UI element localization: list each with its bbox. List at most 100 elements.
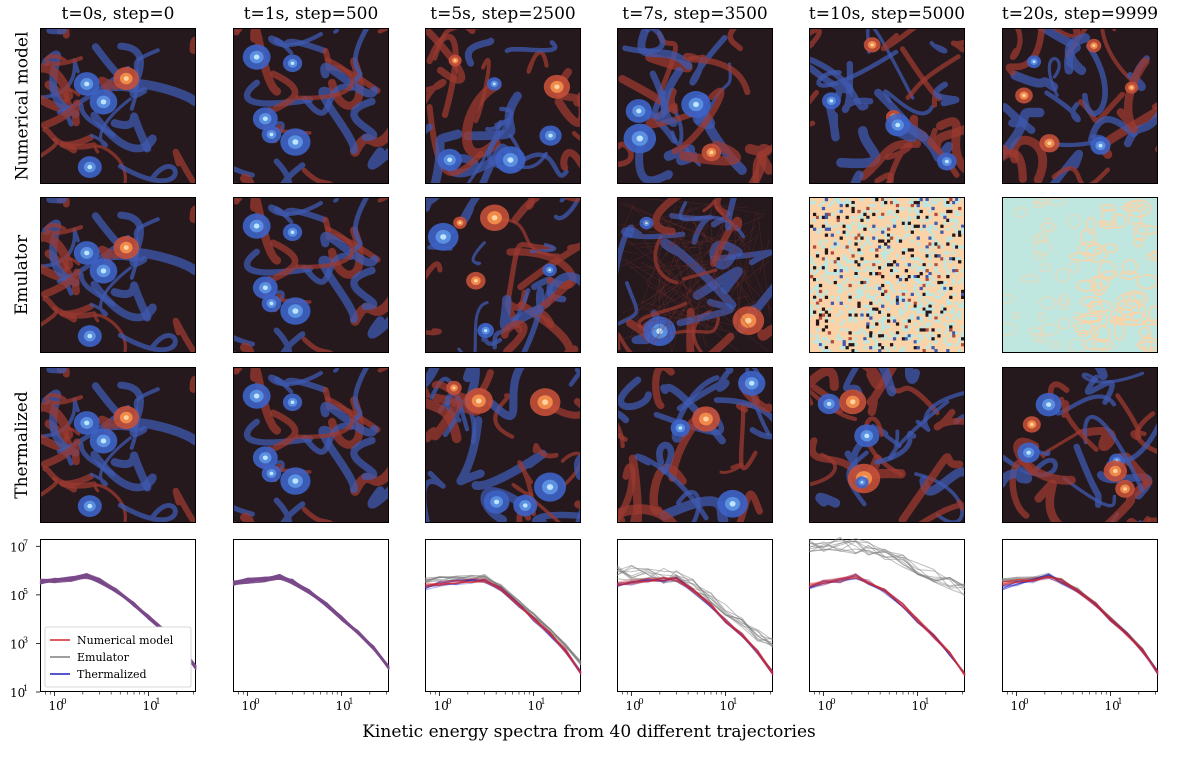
- y-tick-label-2: 10: [10, 589, 25, 603]
- spectrum-line-thermalized-3-5: [616, 577, 774, 675]
- spectrum-line-thermalized-4-2: [808, 578, 966, 674]
- legend-entry-1: Emulator: [77, 651, 130, 664]
- spectrum-line-emulator-3-4: [616, 567, 774, 649]
- spectrum-line-emulator-5-7: [1001, 574, 1159, 675]
- spectrum-line-thermalized-5-3: [1001, 576, 1159, 672]
- spectrum-line-thermalized-5-8: [1001, 577, 1159, 676]
- spectrum-line-thermalized-4-6: [808, 573, 966, 676]
- row-label-emulator-text: Emulator: [12, 234, 32, 316]
- field-image-numerical-1: [234, 29, 388, 183]
- spectrum-line-emulator-4-4: [808, 538, 966, 589]
- spectrum-line-numerical-model-4-3: [808, 574, 966, 677]
- spectrum-line-emulator-3-9: [616, 568, 774, 643]
- spectrum-line-numerical-model-2-9: [424, 581, 582, 674]
- spectrum-line-numerical-model-2-1: [424, 579, 582, 674]
- x-tick-label-0-0: 10: [49, 699, 64, 713]
- spectrum-line-thermalized-2-7: [424, 578, 582, 672]
- column-title-0: t=0s, step=0: [61, 4, 175, 24]
- field-panel-emulator-4: [809, 197, 965, 353]
- spectrum-line-thermalized-4-4: [808, 575, 966, 676]
- legend-entry-2: Thermalized: [77, 668, 147, 681]
- spectrum-line-emulator-1-4: [232, 573, 390, 671]
- spectrum-line-numerical-model-5-4: [1001, 576, 1159, 675]
- spectrum-line-emulator-4-9: [808, 537, 966, 588]
- spectrum-line-emulator-1-1: [232, 574, 390, 668]
- spectrum-line-emulator-2-9: [424, 575, 582, 666]
- spectrum-line-thermalized-3-7: [616, 576, 774, 672]
- spectrum-line-thermalized-4-1: [808, 573, 966, 675]
- spectrum-line-thermalized-5-6: [1001, 574, 1159, 672]
- field-panel-numerical-4: [809, 28, 965, 184]
- spectrum-line-numerical-model-3-2: [616, 577, 774, 676]
- field-image-thermalized-1: [234, 368, 388, 522]
- spectrum-line-thermalized-5-2: [1001, 574, 1159, 672]
- spectrum-line-numerical-model-4-2: [808, 575, 966, 674]
- spectrum-line-numerical-model-3-7: [616, 577, 774, 674]
- legend-entry-0: Numerical model: [77, 634, 174, 647]
- spectrum-line-thermalized-3-2: [616, 577, 774, 675]
- column-title-1: t=1s, step=500: [243, 4, 379, 24]
- spectrum-line-thermalized-2-0: [424, 578, 582, 672]
- spectrum-line-numerical-model-2-2: [424, 580, 582, 675]
- field-panel-thermalized-2: [425, 367, 581, 523]
- field-image-emulator-0: [41, 198, 195, 352]
- spectrum-line-emulator-4-6: [808, 539, 966, 589]
- spectrum-panel-2: 10 0 10 1: [424, 539, 582, 713]
- spectrum-panel-5: 10 0 10 1: [1001, 539, 1159, 713]
- field-panel-thermalized-0: [40, 367, 196, 523]
- spectrum-line-thermalized-2-4: [424, 578, 582, 675]
- x-tick-exp-2-1: 1: [541, 697, 546, 706]
- spectrum-line-numerical-model-4-0: [808, 577, 966, 675]
- field-image-numerical-0: [41, 29, 195, 183]
- spectrum-line-thermalized-3-0: [616, 577, 774, 672]
- y-tick-exp-0: 1: [23, 684, 28, 693]
- spectrum-line-numerical-model-4-1: [808, 576, 966, 676]
- spectrum-line-thermalized-1-0: [232, 575, 390, 667]
- spectrum-line-numerical-model-1-8: [232, 574, 390, 667]
- spectrum-line-numerical-model-2-7: [424, 578, 582, 673]
- y-tick-label-0: 10: [10, 686, 25, 700]
- spectrum-line-thermalized-2-5: [424, 579, 582, 673]
- spectrum-line-emulator-3-8: [616, 569, 774, 640]
- x-tick-label-2-1: 10: [528, 699, 543, 713]
- spectrum-line-emulator-1-5: [232, 575, 390, 668]
- spectrum-line-emulator-3-0: [616, 567, 774, 646]
- spectrum-line-thermalized-3-6: [616, 579, 774, 676]
- spectrum-panel-1: 10 0 10 1: [232, 539, 390, 713]
- row-label-thermalized: Thermalized: [2, 367, 42, 523]
- spectrum-line-numerical-model-3-9: [616, 577, 774, 672]
- x-tick-exp-5-1: 1: [1118, 697, 1123, 706]
- spectrum-line-numerical-model-5-6: [1001, 575, 1159, 672]
- y-tick-exp-2: 5: [23, 587, 28, 596]
- spectrum-line-thermalized-5-9: [1001, 573, 1159, 672]
- x-tick-exp-0-1: 1: [156, 697, 161, 706]
- x-tick-exp-2-0: 0: [447, 697, 452, 706]
- column-title-3: t=7s, step=3500: [622, 4, 768, 24]
- spectrum-line-thermalized-1-4: [232, 576, 390, 668]
- field-image-numerical-3: [618, 29, 772, 183]
- spectrum-line-thermalized-2-8: [424, 579, 582, 675]
- spectrum-line-emulator-5-8: [1001, 576, 1159, 674]
- x-tick-label-4-0: 10: [818, 699, 833, 713]
- field-image-thermalized-0: [41, 368, 195, 522]
- spectrum-line-thermalized-4-3: [808, 574, 966, 675]
- field-image-emulator-3: [618, 198, 772, 352]
- field-panel-emulator-5: [1002, 197, 1158, 353]
- spectrum-panel-0: 10 0 10 1 10 1 10 3 10 5 10 7 Numerical model Emulato…: [10, 538, 197, 713]
- spectrum-line-thermalized-5-0: [1001, 577, 1159, 676]
- x-tick-exp-3-0: 0: [639, 697, 644, 706]
- spectrum-line-numerical-model-5-9: [1001, 576, 1159, 673]
- spectrum-line-numerical-model-3-3: [616, 576, 774, 676]
- row-label-emulator: Emulator: [2, 197, 42, 353]
- legend: Numerical model Emulator Thermalized: [44, 626, 192, 688]
- spectrum-line-numerical-model-2-6: [424, 579, 582, 673]
- column-title-5: t=20s, step=9999: [1001, 4, 1159, 24]
- spectrum-panel-3: 10 0 10 1: [616, 539, 774, 713]
- spectrum-line-thermalized-1-8: [232, 575, 390, 670]
- field-panel-emulator-2: [425, 197, 581, 353]
- spectrum-line-thermalized-2-1: [424, 578, 582, 673]
- field-panel-thermalized-1: [233, 367, 389, 523]
- spectrum-line-numerical-model-2-3: [424, 578, 582, 673]
- spectrum-line-numerical-model-5-7: [1001, 577, 1159, 675]
- y-tick-label-1: 10: [10, 637, 25, 651]
